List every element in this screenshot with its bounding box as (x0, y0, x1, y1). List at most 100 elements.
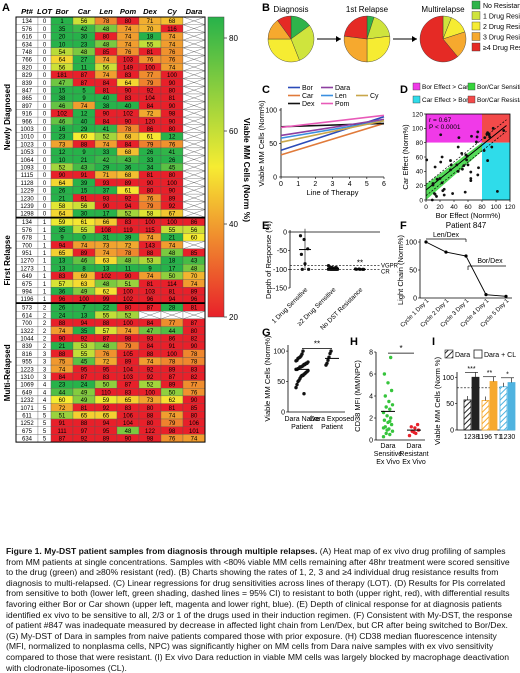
heatmap-value: 700 (22, 321, 33, 327)
heatmap-value: 100 (167, 181, 178, 187)
heatmap-value: 2 (43, 329, 47, 335)
heatmap-value: 111 (57, 429, 67, 435)
panel-label-a: A (2, 2, 10, 14)
heatmap-value: 1071 (20, 406, 34, 412)
heatmap-value: 90 (169, 119, 176, 125)
scatter-point (439, 160, 443, 164)
heatmap-value: 81 (191, 306, 198, 312)
category-label: 1196 T1 (477, 434, 502, 441)
heatmap-value: 26 (147, 150, 154, 156)
heatmap-value: 47 (147, 329, 154, 335)
heatmap-empty-cross (182, 24, 206, 33)
heatmap-value: 87 (103, 337, 110, 343)
heatmap-value: 33 (103, 150, 110, 156)
heatmap-empty-cross (182, 78, 206, 87)
scatter-point (449, 168, 452, 172)
heatmap-value: 46 (59, 104, 66, 110)
heatmap-value: 103 (123, 375, 134, 381)
heatmap-empty-cross (182, 124, 206, 133)
heatmap-value: 80 (125, 19, 132, 25)
heatmap-value: 90 (59, 173, 66, 179)
heatmap-value: 77 (191, 383, 198, 389)
heatmap-value: 11 (81, 65, 88, 71)
heatmap-value: 67 (169, 212, 176, 218)
heatmap-value: 58 (147, 212, 154, 218)
heatmap-value: 63 (81, 282, 88, 288)
data-point (388, 432, 392, 437)
heatmap-value: 98 (169, 112, 176, 118)
heatmap-value: 76 (191, 390, 198, 396)
scatter-point (477, 166, 480, 170)
heatmap-value: 79 (125, 344, 132, 350)
heatmap-value: 95 (103, 429, 110, 435)
panel-b-pies: B Diagnosis 1st Relapse Multirelapse No Resi… (262, 0, 520, 63)
scatter-point (464, 153, 468, 157)
heatmap-empty-cross (182, 240, 206, 249)
pie-slice (290, 25, 315, 61)
heatmap-value: 87 (81, 375, 88, 381)
pie-slice (419, 15, 458, 63)
heatmap-empty-cross (182, 193, 206, 202)
data-point (390, 403, 395, 407)
heatmap-value: 104 (145, 96, 156, 102)
legend-label: Len (335, 93, 347, 100)
heatmap-value: 10 (59, 42, 66, 48)
heatmap-value: 21 (59, 344, 66, 350)
chart-title: Patient 847 (446, 221, 487, 230)
heatmap-value: 649 (22, 274, 33, 280)
heatmap-value: 81 (169, 96, 176, 102)
panel-label-h: H (350, 336, 358, 348)
heatmap-value: 41 (169, 150, 176, 156)
heatmap-value: 1196 (21, 297, 35, 303)
heatmap-value: 76 (169, 142, 176, 148)
heatmap-value: 89 (81, 251, 88, 257)
heatmap-empty-cross (182, 209, 206, 218)
heatmap-value: 50 (169, 274, 176, 280)
pie-slice (343, 35, 368, 63)
heatmap-value: 5 (43, 437, 47, 443)
heatmap-value: 68 (169, 19, 176, 25)
regimen-label: Bor/Dex (477, 258, 503, 265)
x-tick-label: 80 (478, 204, 486, 211)
heatmap-value: 90 (125, 119, 132, 125)
pie-slice (343, 15, 368, 40)
heatmap-value: 0 (43, 96, 47, 102)
heatmap-value: 766 (22, 58, 33, 64)
heatmap-value: 90 (125, 274, 132, 280)
heatmap-value: 69 (81, 274, 88, 280)
heatmap-empty-cross (182, 116, 206, 125)
heatmap-value: 85 (191, 406, 198, 412)
heatmap-value: 77 (169, 321, 176, 327)
heatmap-value: 84 (147, 321, 154, 327)
heatmap-group-border (15, 16, 206, 218)
pie-legend-swatch (471, 0, 481, 10)
panel-label-d: D (400, 84, 408, 96)
heatmap-value: 90 (103, 112, 110, 118)
heatmap-value: 87 (81, 81, 88, 87)
legend-label: Bor/Car Sensitive (477, 84, 520, 91)
heatmap-value: 62 (103, 290, 110, 296)
heatmap-value: 88 (147, 414, 154, 420)
heatmap-value: 92 (125, 196, 132, 202)
heatmap-value: 102 (123, 112, 134, 118)
heatmap-empty-cross (182, 47, 206, 56)
heatmap-value: 77 (147, 73, 154, 79)
heatmap-value: 70 (191, 274, 198, 280)
scatter-point (440, 155, 444, 159)
scatter-point (470, 134, 473, 138)
heatmap-value: 36 (59, 290, 66, 296)
data-point (383, 394, 387, 398)
x-tick-label: 3 (331, 181, 335, 188)
heatmap-value: 30 (81, 212, 88, 218)
heatmap-value: 48 (103, 344, 110, 350)
heatmap-header-cy: Cy (167, 7, 177, 16)
heatmap-value: 92 (147, 89, 154, 95)
heatmap-value: 74 (191, 437, 198, 443)
heatmap-value: 74 (169, 243, 176, 249)
heatmap-value: 57 (103, 329, 110, 335)
y-tick-label: -150 (273, 286, 287, 293)
heatmap-value: 73 (103, 243, 110, 249)
y-tick-label: 100 (442, 375, 454, 382)
scatter-point (486, 159, 489, 162)
